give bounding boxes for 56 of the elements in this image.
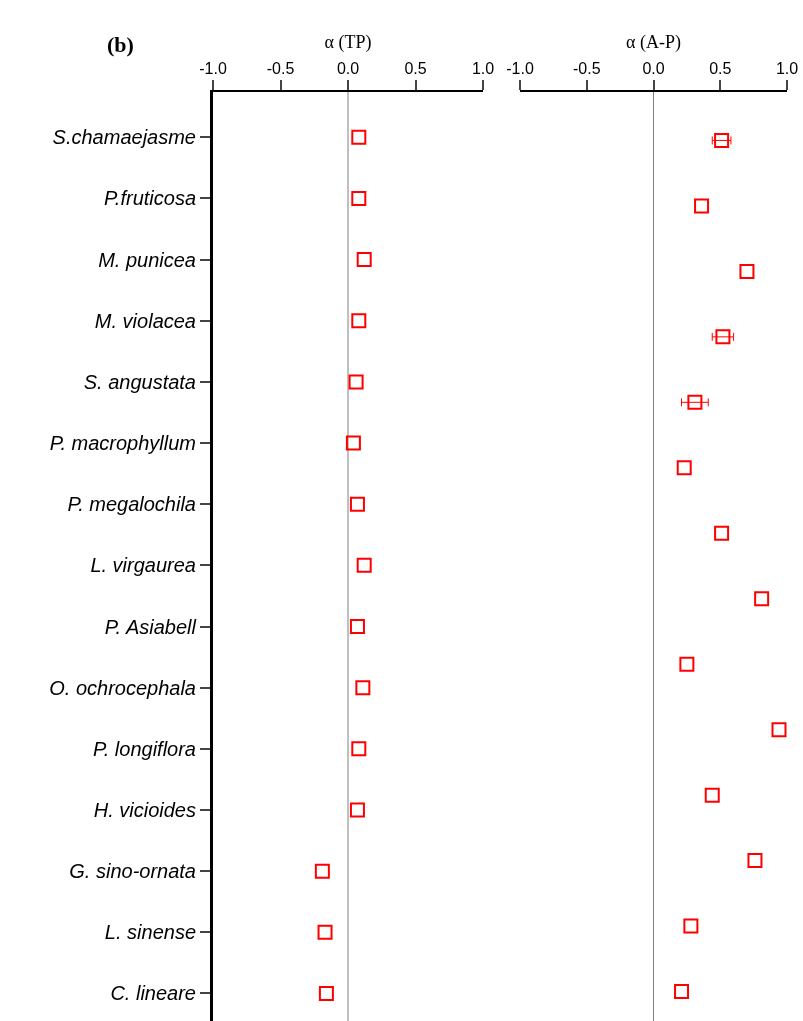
- point: [348, 374, 364, 390]
- x-tick-label: -1.0: [199, 59, 227, 77]
- x-axis-title: α (TP): [324, 32, 372, 54]
- y-tick-label: H. vicioides: [93, 799, 196, 821]
- point: [679, 656, 695, 672]
- point: [771, 722, 787, 738]
- x-tick-label: 0.0: [336, 59, 360, 77]
- point: [694, 198, 710, 214]
- point: [739, 263, 755, 279]
- point: [349, 802, 365, 818]
- point: [676, 460, 692, 476]
- y-tick-label: S.chamaejasme: [52, 126, 196, 149]
- y-tick-label: M. violacea: [94, 309, 196, 332]
- y-tick-label: M. punicea: [98, 248, 196, 271]
- point: [714, 525, 730, 541]
- x-tick-label: -0.5: [266, 59, 295, 77]
- point: [683, 918, 699, 934]
- point: [351, 129, 367, 145]
- point: [349, 496, 365, 512]
- y-tick-label: P. Asiabell: [104, 615, 197, 638]
- y-tick-label: L. virgaurea: [90, 554, 196, 577]
- y-tick-label: O. ochrocephala: [49, 676, 196, 699]
- x-tick-label: 1.0: [775, 59, 799, 77]
- point: [317, 924, 333, 940]
- point: [345, 435, 361, 451]
- point: [715, 329, 731, 345]
- x-tick-label: -1.0: [506, 59, 534, 77]
- x-tick-label: -0.5: [572, 59, 601, 77]
- point: [314, 863, 330, 879]
- x-tick-label: 0.5: [404, 59, 427, 77]
- point: [747, 853, 763, 869]
- point: [754, 591, 770, 607]
- point: [351, 741, 367, 757]
- y-tick-label: P.fruticosa: [104, 187, 196, 210]
- point: [318, 985, 334, 1001]
- y-tick-label: P. macrophyllum: [49, 432, 196, 455]
- y-tick-label: P. megalochila: [67, 493, 196, 516]
- point: [349, 619, 365, 635]
- point: [356, 252, 372, 268]
- y-tick-label: P. longiflora: [92, 737, 196, 760]
- point: [356, 557, 372, 573]
- x-tick-label: 0.0: [642, 59, 665, 77]
- y-tick-label: C. lineare: [110, 982, 196, 1005]
- text: (b): [107, 32, 134, 57]
- y-tick-label: S. angustata: [83, 370, 196, 393]
- point: [351, 313, 367, 329]
- y-tick-label: L. sinense: [104, 921, 196, 944]
- x-axis-title: α (A-P): [626, 32, 681, 54]
- point: [674, 984, 690, 1000]
- x-tick-label: 1.0: [471, 59, 495, 77]
- point: [704, 787, 720, 803]
- point: [355, 680, 371, 696]
- point: [351, 190, 367, 206]
- point: [687, 394, 703, 410]
- x-tick-label: 0.5: [709, 59, 732, 77]
- y-tick-label: G. sino-ornata: [69, 860, 196, 883]
